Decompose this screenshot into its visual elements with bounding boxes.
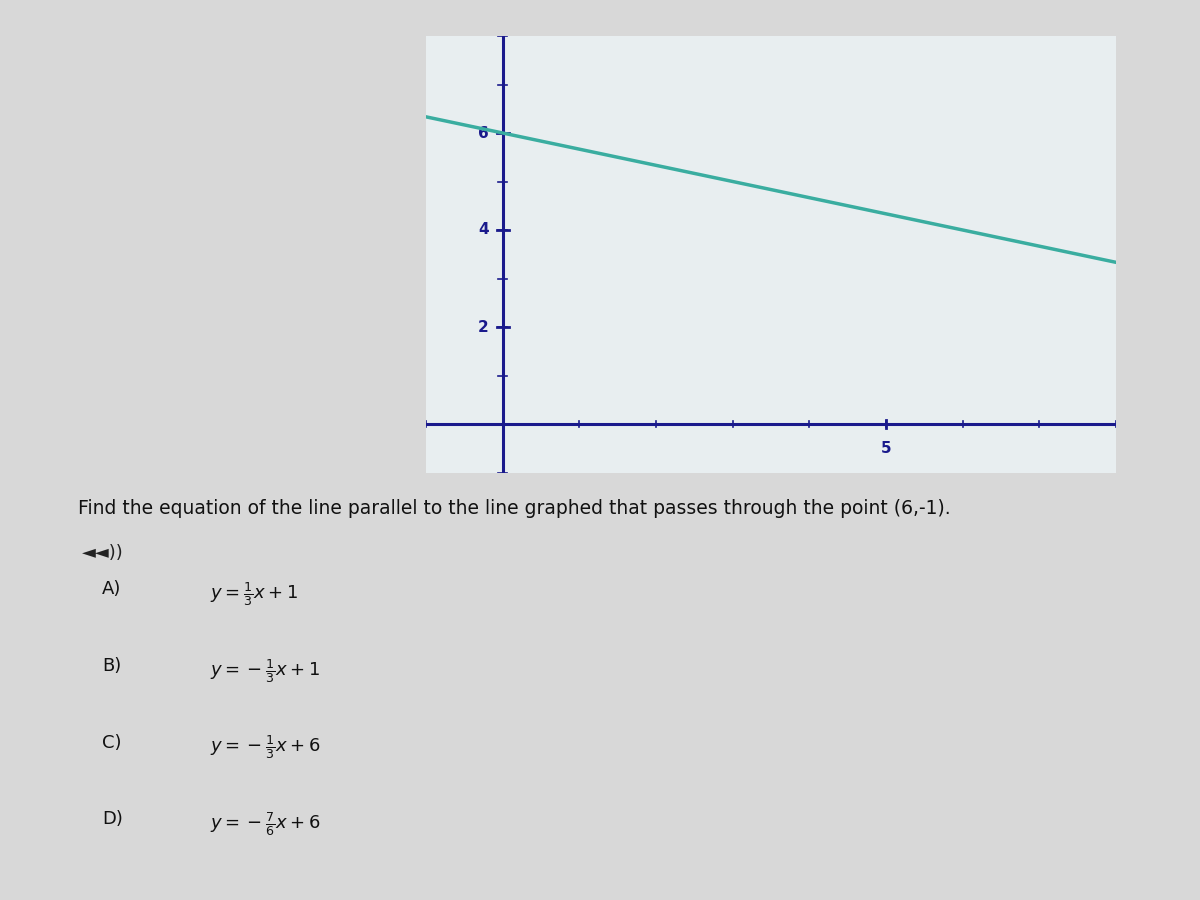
Text: $y = -\frac{7}{6}x + 6$: $y = -\frac{7}{6}x + 6$ [210, 810, 320, 838]
Text: 5: 5 [881, 441, 892, 456]
Text: Find the equation of the line parallel to the line graphed that passes through t: Find the equation of the line parallel t… [78, 500, 950, 518]
Text: ◄◄)): ◄◄)) [82, 544, 124, 562]
Text: 4: 4 [479, 222, 488, 238]
Text: $y = -\frac{1}{3}x + 1$: $y = -\frac{1}{3}x + 1$ [210, 657, 320, 685]
Text: $y = \frac{1}{3}x + 1$: $y = \frac{1}{3}x + 1$ [210, 580, 298, 608]
Text: A): A) [102, 580, 121, 598]
Text: $y = -\frac{1}{3}x + 6$: $y = -\frac{1}{3}x + 6$ [210, 734, 320, 761]
Text: D): D) [102, 810, 122, 828]
Text: C): C) [102, 734, 121, 752]
Text: B): B) [102, 657, 121, 675]
Text: 2: 2 [478, 320, 488, 335]
Text: 6: 6 [478, 125, 488, 140]
